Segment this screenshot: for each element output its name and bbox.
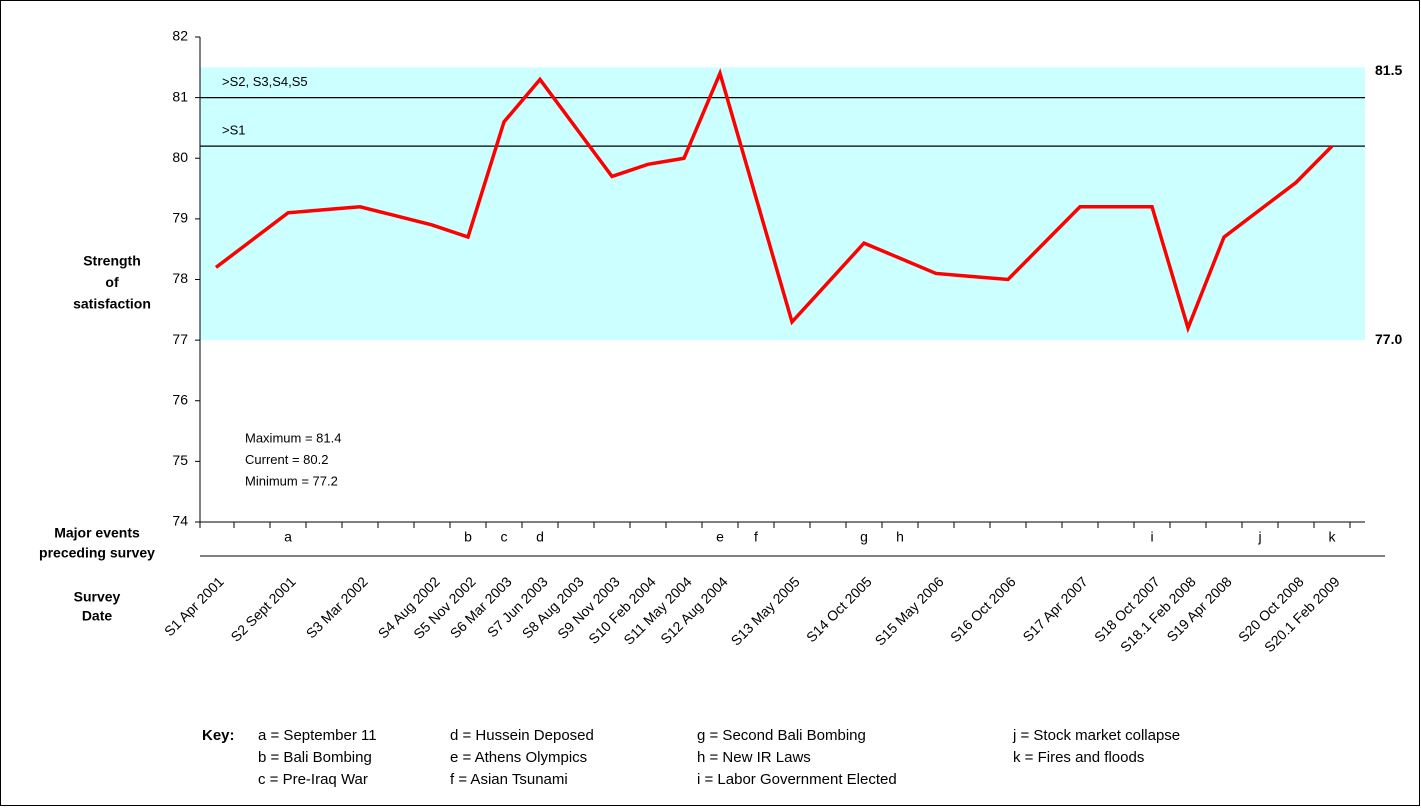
key-entry: i = Labor Government Elected	[697, 771, 897, 788]
y-axis-title: of	[105, 274, 119, 290]
key-entry: h = New IR Laws	[697, 749, 811, 766]
event-letter: a	[284, 529, 292, 545]
event-letter: f	[754, 529, 758, 545]
reference-label: >S1	[222, 123, 246, 138]
band-lower-label: 77.0	[1375, 331, 1402, 347]
reference-label: >S2, S3,S4,S5	[222, 74, 308, 89]
x-axis-title: Date	[82, 608, 113, 624]
key-entry: j = Stock market collapse	[1012, 727, 1180, 744]
y-tick-label: 75	[172, 452, 188, 468]
y-tick-label: 80	[172, 149, 188, 165]
event-letter: c	[501, 529, 508, 545]
event-letter: k	[1329, 529, 1337, 545]
stat-text: Maximum = 81.4	[245, 430, 341, 445]
y-tick-label: 82	[172, 28, 188, 44]
event-letter: i	[1150, 529, 1153, 545]
key-entry: c = Pre-Iraq War	[258, 771, 368, 788]
band	[200, 67, 1365, 341]
band-upper-label: 81.5	[1375, 62, 1402, 78]
key-title: Key:	[202, 727, 235, 744]
event-letter: j	[1257, 529, 1261, 545]
event-letter: b	[464, 529, 472, 545]
y-tick-label: 74	[172, 513, 188, 529]
key-entry: k = Fires and floods	[1013, 749, 1144, 766]
key-entry: d = Hussein Deposed	[450, 727, 594, 744]
y-tick-label: 79	[172, 210, 188, 226]
events-title: preceding survey	[39, 545, 155, 561]
event-letter: e	[716, 529, 724, 545]
y-axis-title: satisfaction	[73, 296, 151, 312]
stat-text: Minimum = 77.2	[245, 473, 338, 488]
key-entry: f = Asian Tsunami	[450, 771, 568, 788]
event-letter: h	[896, 529, 904, 545]
events-title: Major events	[54, 525, 140, 541]
y-tick-label: 76	[172, 391, 188, 407]
key-entry: e = Athens Olympics	[450, 749, 587, 766]
event-letter: d	[536, 529, 544, 545]
y-tick-label: 78	[172, 270, 188, 286]
key-entry: g = Second Bali Bombing	[697, 727, 866, 744]
x-axis-title: Survey	[74, 589, 121, 605]
key-entry: b = Bali Bombing	[258, 749, 372, 766]
key-entry: a = September 11	[258, 727, 377, 744]
data-line	[214, 68, 1334, 334]
y-tick-label: 81	[172, 88, 188, 104]
y-tick-label: 77	[172, 331, 188, 347]
stat-text: Current = 80.2	[245, 452, 328, 467]
event-letter: g	[860, 529, 868, 545]
y-axis-title: Strength	[83, 253, 141, 269]
